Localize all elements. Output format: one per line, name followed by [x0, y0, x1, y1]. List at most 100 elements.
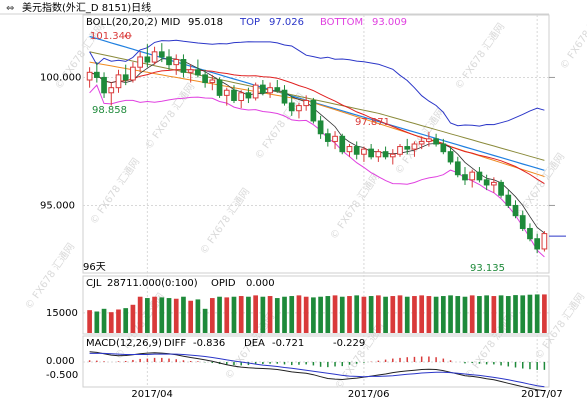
mid-value: 95.018: [188, 17, 223, 28]
candle-body: [195, 69, 201, 76]
candle-body: [332, 135, 338, 142]
candle-body: [368, 148, 374, 158]
last-low-marker: 93.135: [470, 263, 505, 274]
high-marker-arrow: ←: [124, 31, 132, 42]
volume-bar: [390, 296, 396, 333]
volume-bar: [383, 296, 388, 333]
candle-body: [245, 92, 252, 99]
candle-body: [498, 181, 504, 196]
mid-label: MID: [161, 17, 181, 28]
volume-bar: [246, 296, 251, 333]
volume-bar: [339, 296, 345, 333]
volume-bar: [94, 311, 100, 333]
candle-body: [144, 56, 151, 63]
volume-bar: [116, 309, 121, 333]
candle-body: [375, 151, 382, 158]
volume-bar: [130, 304, 136, 333]
volume-bar: [260, 296, 266, 333]
candle-body: [454, 161, 461, 176]
volume-bar: [491, 296, 497, 333]
diff-value: -0.836: [193, 338, 225, 349]
volume-bar: [354, 295, 360, 333]
candle-body: [310, 99, 317, 122]
volume-bar: [448, 295, 453, 333]
macd-value: -0.229: [333, 338, 365, 349]
candle-body: [476, 171, 483, 181]
volume-bar: [267, 296, 273, 333]
volume-bar: [368, 296, 374, 333]
volume-bar: [217, 296, 222, 333]
candle-body: [346, 146, 353, 153]
candle-body: [101, 76, 107, 94]
volume-bar: [455, 296, 461, 333]
volume-bar: [484, 295, 489, 333]
candle-body: [339, 135, 346, 153]
candle-body: [223, 89, 230, 96]
volume-bar: [159, 297, 165, 333]
volume-bar: [404, 296, 410, 333]
peak-marker: 97.871: [355, 117, 390, 128]
volume-bar: [419, 295, 425, 333]
candle-body: [317, 120, 324, 135]
candle-body: [122, 74, 129, 81]
volume-bar: [296, 295, 302, 333]
candle-body: [303, 99, 310, 107]
candle-body: [512, 204, 519, 217]
candle-body: [404, 146, 411, 150]
cjl-label: CJL: [86, 278, 102, 289]
candle-body: [433, 138, 439, 145]
date-tick-label: 2017/04: [131, 389, 173, 400]
volume-bar: [469, 295, 475, 333]
volume-bar: [303, 296, 309, 333]
candle-body: [187, 69, 194, 73]
boll-mid-line: [89, 69, 545, 185]
volume-bar: [274, 298, 280, 333]
volume-bar: [433, 296, 439, 333]
candle-body: [180, 59, 187, 73]
candle-body: [389, 153, 396, 158]
volume-bar: [412, 296, 417, 333]
candle-body: [86, 71, 93, 81]
candle-body: [260, 84, 266, 94]
macd-label: MACD(12,26,9): [86, 338, 162, 349]
volume-bar: [318, 296, 323, 333]
volume-bar: [238, 296, 244, 333]
macd-tick-zero: 0.000: [46, 356, 75, 367]
volume-bar: [325, 296, 331, 333]
bottom-label: BOTTOM: [320, 17, 363, 28]
boll-label: BOLL(20,20,2): [86, 17, 158, 28]
volume-bar: [332, 295, 338, 333]
candle-body: [173, 59, 180, 66]
candle-body: [216, 79, 223, 96]
ma-olive-line: [89, 51, 545, 161]
volume-bar: [311, 297, 316, 333]
volume-bar: [361, 296, 367, 333]
candle-body: [469, 171, 476, 181]
date-tick-label: 2017/07: [521, 389, 563, 400]
indicator-lines: [89, 35, 545, 258]
volume-bar: [462, 296, 468, 333]
volume-bar: [520, 295, 526, 333]
link-arrows-icon[interactable]: ⇔: [6, 3, 14, 14]
candle-body: [519, 215, 526, 229]
volume-bar: [505, 296, 511, 333]
volume-bar: [440, 296, 446, 333]
bottom-value: 93.009: [372, 17, 407, 28]
boll-top-line: [89, 39, 545, 127]
volume-bar: [87, 310, 92, 333]
volume-bar: [498, 295, 504, 333]
candle-body: [505, 194, 512, 206]
candle-body: [426, 138, 432, 142]
volume-bar: [224, 297, 230, 333]
volume-bar: [253, 295, 258, 333]
macd-legend: MACD(12,26,9) DIFF -0.836 DEA -0.721 -0.…: [46, 338, 365, 381]
candle-body: [361, 148, 367, 155]
dea-value: -0.721: [272, 338, 304, 349]
candle-body: [151, 51, 158, 63]
candle-body: [158, 51, 165, 58]
boll-bottom-line: [89, 84, 545, 258]
volume-bar: [173, 298, 179, 333]
volume-bar: [152, 296, 157, 333]
volume-bar: [289, 296, 295, 333]
candle-body: [252, 84, 259, 99]
